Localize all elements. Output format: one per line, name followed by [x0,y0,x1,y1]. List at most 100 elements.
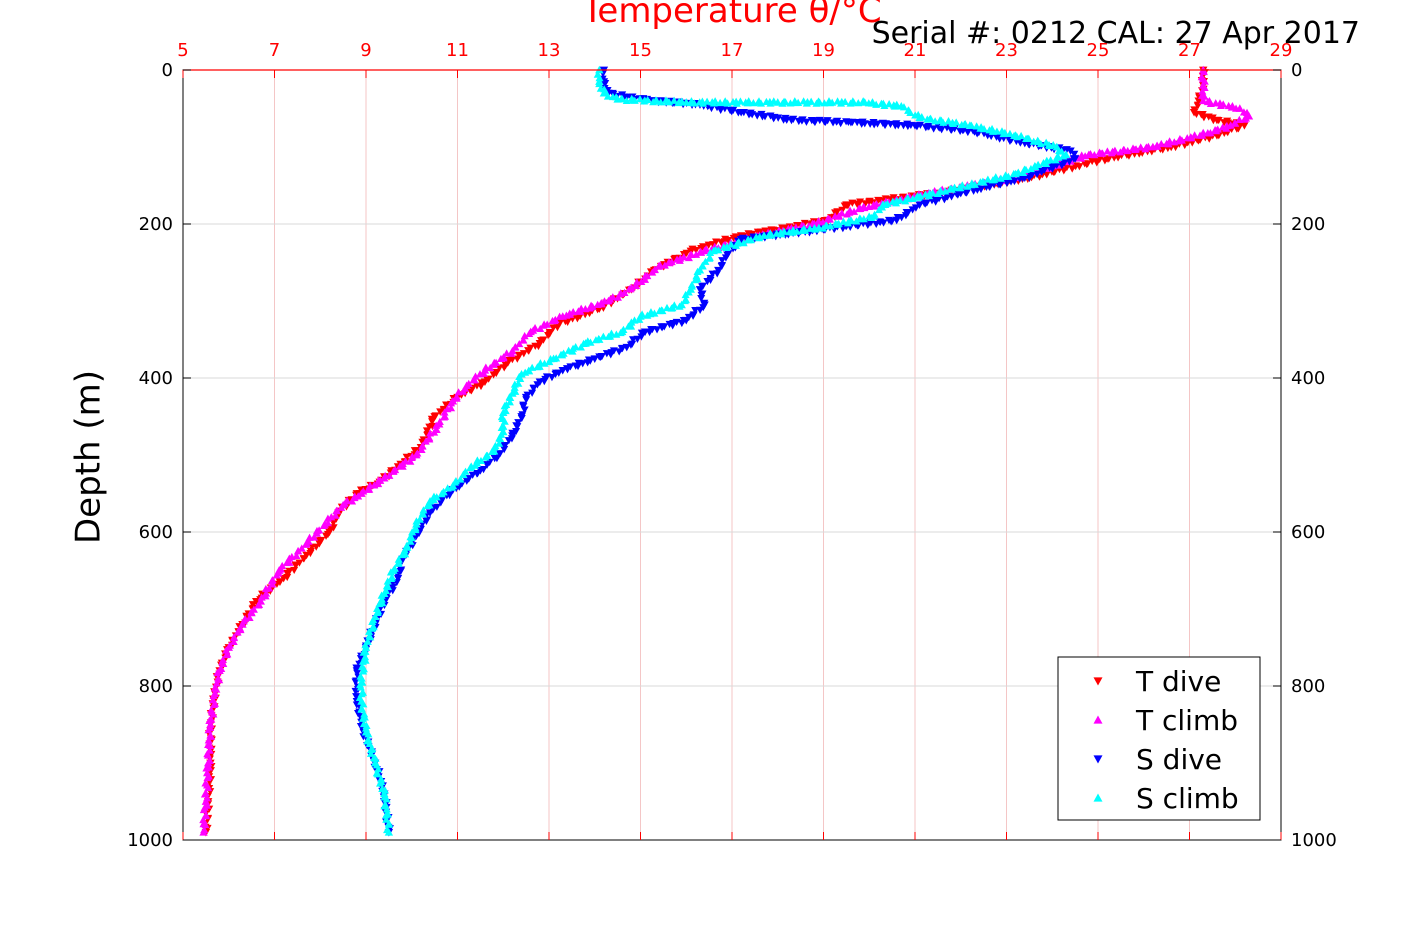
data-point [711,97,720,105]
data-point [1024,134,1033,142]
data-point [576,343,585,351]
data-point [364,485,373,493]
data-point [1092,159,1101,167]
data-point [549,324,558,332]
data-point [1068,165,1077,173]
data-point [590,355,599,363]
data-point [680,296,689,305]
data-point [400,546,409,554]
data-point [1235,104,1245,112]
series-layer [199,65,1254,837]
data-point [860,120,869,128]
data-point [489,371,498,379]
data-point [1240,115,1249,123]
data-point [337,503,346,511]
data-point [716,106,725,114]
data-point [574,307,583,315]
data-point [440,408,449,416]
data-point [853,200,862,209]
data-point [203,751,212,759]
y-tick-label-left: 600 [139,522,173,543]
data-point [487,447,496,456]
data-point [371,754,380,762]
data-point [393,574,403,583]
data-point [203,758,213,767]
data-point [753,228,762,236]
data-point [899,103,908,111]
data-point [462,477,471,485]
data-point [421,437,430,445]
data-point [206,720,215,728]
data-point [394,559,403,567]
data-point [245,613,254,621]
data-point [686,247,696,256]
data-point [504,437,513,445]
data-point [603,92,612,100]
data-point [432,421,441,429]
data-point [389,467,398,475]
data-point [233,628,242,636]
data-point [693,267,702,276]
data-point [365,627,374,635]
data-point [366,749,375,757]
data-point [1039,158,1048,167]
data-point [1095,148,1104,156]
data-point [456,475,465,483]
data-point [382,811,391,819]
data-point [1157,139,1166,148]
data-point [839,217,848,225]
data-point [1080,160,1089,168]
data-point [447,399,456,407]
data-point [510,383,519,391]
data-point [1069,155,1078,163]
data-point [558,366,567,375]
data-point [443,484,452,492]
data-point [781,98,790,106]
data-point [959,126,968,134]
data-point [406,537,415,545]
data-point [356,683,365,691]
data-point [419,510,428,518]
y-tick-label-left: 0 [162,60,173,81]
data-point [766,99,775,107]
data-point [1015,175,1024,183]
data-point [773,98,782,106]
data-point [833,117,842,126]
data-point [994,181,1003,189]
data-point [483,461,492,469]
data-point [380,786,389,794]
data-point [643,95,652,104]
data-point [222,650,231,659]
data-point [657,323,666,331]
y-tick-label-left: 200 [139,214,173,235]
data-point [629,336,638,344]
data-point [703,277,712,286]
data-point [625,285,634,293]
data-point [261,584,270,593]
data-point [506,393,515,401]
data-point [383,577,392,585]
data-point [555,312,564,320]
data-point [626,341,635,349]
data-point [586,304,595,312]
data-point [729,234,738,243]
data-point [861,200,870,208]
data-point [1199,114,1208,122]
data-point [199,815,208,824]
data-point [917,113,926,121]
data-point [357,674,366,682]
data-point [426,429,435,437]
data-point [522,396,531,404]
data-point [637,329,646,337]
data-point [299,555,308,563]
data-point [1162,139,1171,148]
data-point [469,376,478,384]
data-point [357,705,366,713]
data-point [885,99,894,108]
data-point [384,828,394,836]
data-point [466,463,475,472]
data-point [539,321,548,329]
data-point [864,202,873,211]
data-point [1136,143,1145,151]
data-point [422,517,431,525]
